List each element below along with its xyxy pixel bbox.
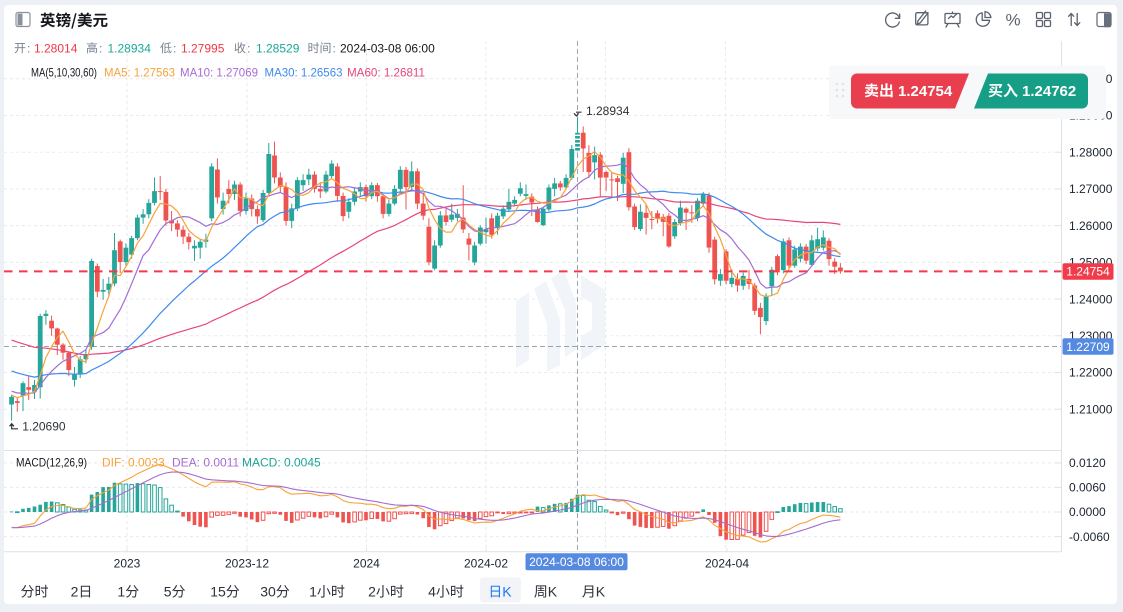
svg-text:MA5: 1.27563: MA5: 1.27563 [104,65,175,79]
svg-text:1.28000: 1.28000 [1069,145,1113,159]
svg-text:4: 4 [428,584,436,600]
svg-text:0: 0 [268,584,276,600]
svg-text:2: 2 [71,584,79,600]
svg-text:DIF: 0.0033: DIF: 0.0033 [102,455,165,469]
svg-text:2023-12: 2023-12 [225,557,269,571]
svg-text:2023: 2023 [114,557,141,571]
svg-text:1.28934: 1.28934 [108,41,152,55]
svg-text:1: 1 [309,584,317,600]
svg-text:MACD(12,26,9): MACD(12,26,9) [16,455,87,469]
svg-text:1.22000: 1.22000 [1069,366,1113,380]
svg-text:1.20690: 1.20690 [22,420,66,434]
svg-text:2024-03-08 06:00: 2024-03-08 06:00 [529,555,624,569]
svg-text:MACD: 0.0045: MACD: 0.0045 [242,455,321,469]
svg-text:1.24754: 1.24754 [1066,265,1110,279]
svg-text:5: 5 [164,584,172,600]
svg-text:1.26000: 1.26000 [1069,219,1113,233]
svg-text:0.0120: 0.0120 [1069,456,1106,470]
svg-text:0.0060: 0.0060 [1069,481,1106,495]
svg-text:DEA: 0.0011: DEA: 0.0011 [172,455,239,469]
svg-text:K: K [548,584,558,600]
svg-text:1.21000: 1.21000 [1069,402,1113,416]
svg-text:1.24000: 1.24000 [1069,292,1113,306]
svg-text::: : [333,41,336,55]
svg-text:%: % [1005,11,1020,30]
svg-text::: : [99,41,102,55]
svg-text:5: 5 [218,584,226,600]
svg-text::: : [247,41,250,55]
svg-text:MA10: 1.27069: MA10: 1.27069 [180,65,258,79]
svg-text:MA30: 1.26563: MA30: 1.26563 [265,65,343,79]
svg-text:0.0000: 0.0000 [1069,505,1106,519]
svg-text:3: 3 [260,584,268,600]
svg-text:1: 1 [117,584,125,600]
svg-text:1.28934: 1.28934 [586,104,630,118]
svg-text::: : [173,41,176,55]
svg-text:2024-02: 2024-02 [464,557,508,571]
svg-text::: : [27,41,30,55]
svg-text:-0.0060: -0.0060 [1069,530,1110,544]
svg-text:K: K [502,584,512,600]
svg-text:1.24754: 1.24754 [898,83,953,100]
svg-text:1.27000: 1.27000 [1069,182,1113,196]
svg-text:1.22709: 1.22709 [1066,340,1110,354]
svg-text:1.28529: 1.28529 [256,41,300,55]
svg-text:2024-04: 2024-04 [705,557,749,571]
svg-text:2024-03-08 06:00: 2024-03-08 06:00 [340,41,435,55]
svg-text:1.27995: 1.27995 [181,41,225,55]
svg-text:MA(5,10,30,60): MA(5,10,30,60) [31,65,97,79]
svg-text:1.24762: 1.24762 [1022,83,1076,100]
svg-text:2: 2 [368,584,376,600]
svg-text:1.28014: 1.28014 [34,41,78,55]
svg-text:MA60: 1.26811: MA60: 1.26811 [347,65,425,79]
svg-text:2024: 2024 [353,557,380,571]
svg-text:K: K [596,584,606,600]
svg-text:1: 1 [210,584,218,600]
